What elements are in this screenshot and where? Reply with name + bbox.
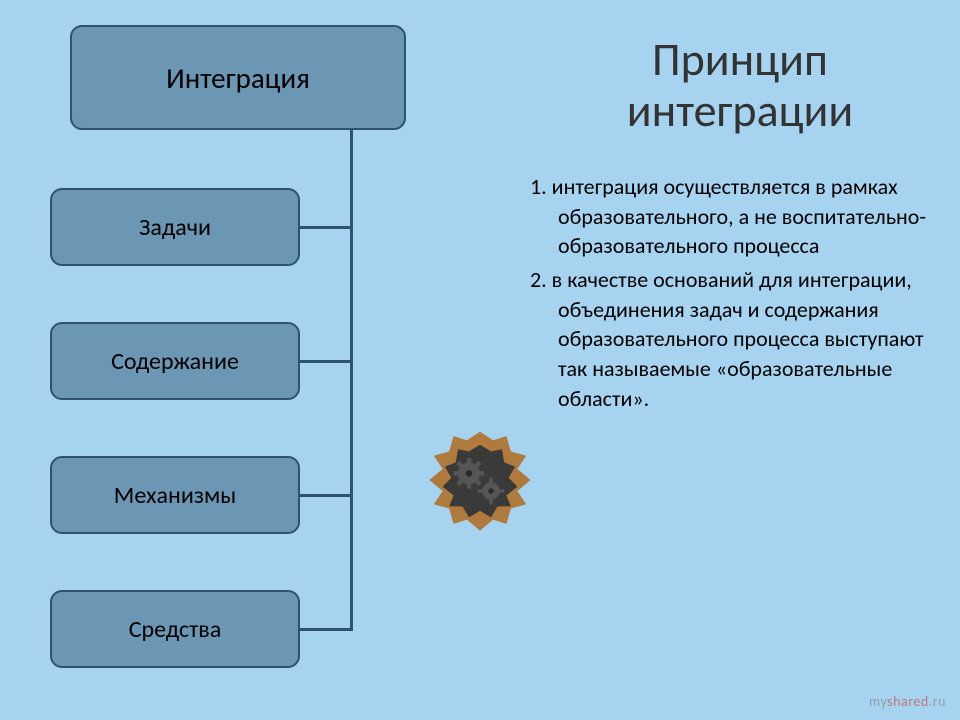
diagram-root-label: Интеграция bbox=[166, 60, 310, 96]
watermark-highlight: shared bbox=[887, 693, 929, 710]
diagram-child: Содержание bbox=[50, 322, 300, 400]
watermark-suffix: .ru bbox=[929, 693, 946, 710]
connector-trunk bbox=[350, 130, 353, 629]
slide-title-text: Принцип интеграции bbox=[627, 32, 854, 139]
connector-branch bbox=[300, 360, 353, 363]
watermark-prefix: my bbox=[869, 693, 887, 710]
diagram-child-label: Средства bbox=[129, 615, 222, 644]
gears-breakthrough-icon bbox=[425, 425, 535, 540]
body-item-1: 1. интеграция осуществляется в рамках об… bbox=[530, 172, 950, 261]
diagram-child-label: Механизмы bbox=[114, 481, 236, 510]
slide-title: Принцип интеграции bbox=[560, 35, 920, 136]
watermark: myshared.ru bbox=[869, 693, 946, 710]
connector-branch bbox=[300, 628, 353, 631]
hierarchy-diagram: Интеграция ЗадачиСодержаниеМеханизмыСред… bbox=[70, 25, 406, 130]
diagram-child: Задачи bbox=[50, 188, 300, 266]
connector-branch bbox=[300, 226, 353, 229]
diagram-root: Интеграция bbox=[70, 25, 406, 130]
diagram-child-label: Задачи bbox=[139, 213, 211, 242]
diagram-child-label: Содержание bbox=[111, 347, 239, 376]
body-item-2: 2. в качестве оснований для интеграции, … bbox=[530, 265, 950, 413]
slide: Интеграция Задачи Содержание Механизмы Сред… bbox=[0, 0, 960, 720]
diagram-child: Средства bbox=[50, 590, 300, 668]
diagram-child: Механизмы bbox=[50, 456, 300, 534]
connector-branch bbox=[300, 494, 353, 497]
body-text: 1. интеграция осуществляется в рамках об… bbox=[530, 172, 950, 418]
